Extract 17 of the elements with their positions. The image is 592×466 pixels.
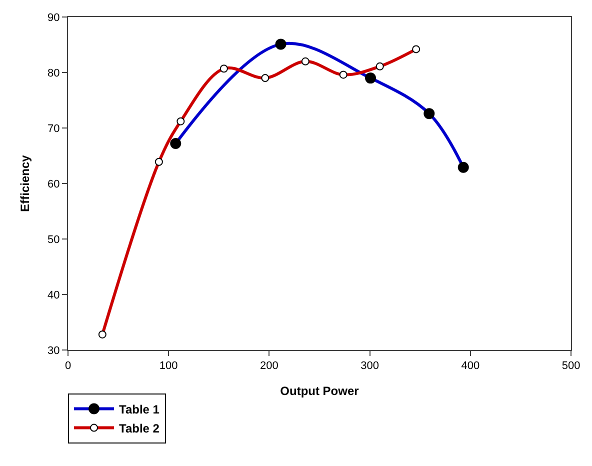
x-tick-label: 200 (260, 360, 278, 372)
y-axis-title: Efficiency (18, 154, 32, 212)
y-tick-label: 80 (48, 67, 60, 80)
y-tick-label: 60 (48, 178, 60, 190)
x-tick-label: 100 (159, 360, 178, 372)
x-tick-label: 400 (461, 360, 480, 372)
x-axis-title: Output Power (280, 384, 360, 398)
y-tick-label: 50 (48, 234, 60, 246)
y-tick-label: 90 (48, 12, 60, 24)
legend-label: Table 2 (119, 421, 160, 436)
x-tick-label: 0 (64, 360, 72, 372)
y-tick-label: 40 (48, 289, 60, 302)
x-tick-label: 500 (562, 360, 580, 372)
x-tick-label: 300 (360, 360, 379, 372)
y-tick-label: 70 (48, 122, 60, 135)
y-tick-label: 30 (48, 344, 60, 357)
legend-label: Table 1 (119, 402, 160, 416)
